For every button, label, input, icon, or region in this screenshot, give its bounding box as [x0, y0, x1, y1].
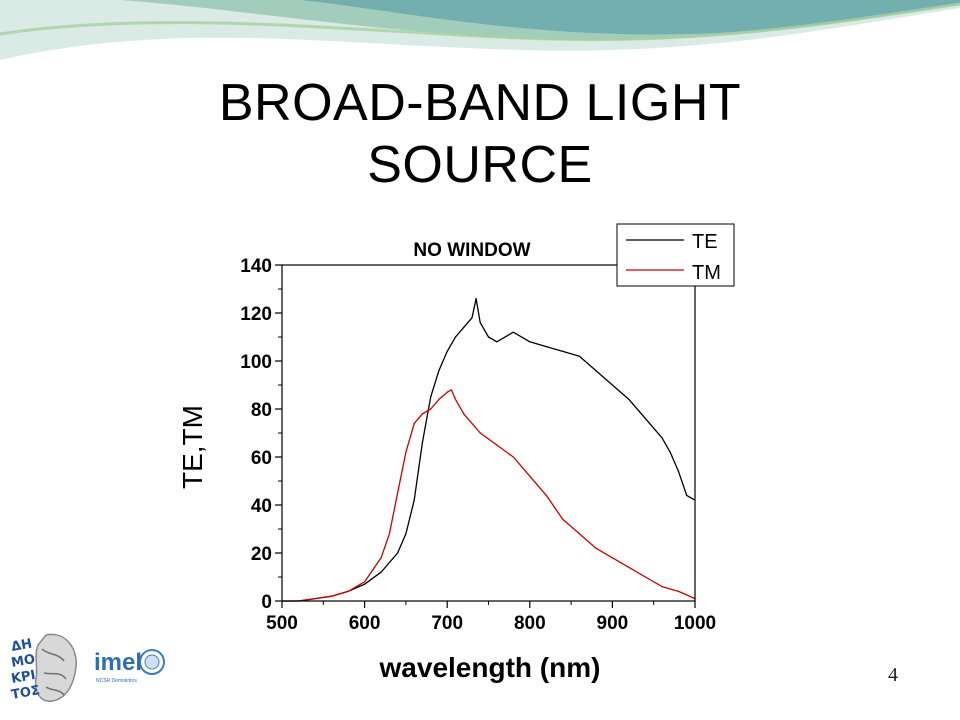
data-point-te [644, 418, 647, 420]
data-point-tm [347, 590, 349, 593]
data-point-te [471, 317, 473, 319]
data-point-tm [562, 518, 564, 521]
data-point-te [562, 350, 564, 352]
title-line-1: BROAD-BAND LIGHT [218, 74, 742, 132]
legend-te-label: TE [692, 231, 718, 253]
data-point-te [430, 396, 432, 398]
y-tick-label: 20 [251, 544, 272, 565]
data-point-tm [628, 566, 630, 569]
svg-text:ΜΟ: ΜΟ [10, 652, 36, 671]
data-point-tm [512, 456, 514, 458]
chart-title: NO WINDOW [413, 240, 530, 261]
data-point-tm [496, 444, 498, 446]
svg-text:imel: imel [94, 649, 142, 676]
data-point-tm [545, 494, 547, 496]
y-tick-label: 40 [251, 496, 272, 517]
data-point-te [479, 322, 481, 324]
data-point-te [405, 533, 407, 535]
data-point-te [380, 571, 382, 573]
data-point-te [669, 451, 671, 453]
data-point-tm [446, 391, 448, 393]
data-point-tm [364, 581, 366, 583]
title-line-2: SOURCE [367, 136, 593, 194]
data-point-te [421, 442, 423, 444]
data-point-te [595, 370, 597, 372]
data-point-tm [388, 533, 390, 535]
svg-text:ΤΟΣ: ΤΟΣ [10, 683, 41, 703]
data-point-tm [331, 595, 333, 597]
demokritos-logo-graphic: ΔΗ ΜΟ ΚΡΙ ΤΟΣ [6, 625, 82, 705]
data-point-te [413, 499, 415, 501]
data-point-tm [479, 432, 481, 434]
data-point-tm [397, 492, 399, 494]
data-point-te [529, 341, 531, 343]
data-point-tm [438, 398, 440, 400]
data-point-te [686, 494, 688, 496]
data-point-tm [454, 398, 457, 400]
data-point-te [463, 326, 465, 328]
data-point-tm [595, 547, 597, 549]
imel-logo-graphic: imel NCSR Demokritos [94, 649, 165, 684]
legend-tm-label: TM [692, 262, 721, 284]
svg-text:ΔΗ: ΔΗ [10, 637, 33, 655]
data-point-te [487, 336, 490, 338]
data-point-tm [380, 557, 382, 559]
data-point-tm [413, 422, 415, 424]
x-axis-label: wavelength (nm) [379, 652, 601, 683]
data-point-tm [677, 590, 680, 593]
legend-box [616, 223, 735, 287]
x-tick-label: 500 [266, 613, 298, 634]
x-tick-label: 900 [597, 613, 629, 634]
data-point-te [545, 346, 547, 348]
data-point-te [578, 355, 581, 357]
plot-frame [281, 264, 696, 602]
y-tick-label: 60 [251, 448, 272, 469]
data-point-tm [644, 576, 647, 578]
data-point-te [475, 298, 477, 300]
slide-title: BROAD-BAND LIGHT SOURCE [0, 72, 960, 196]
data-point-te [397, 552, 399, 554]
data-point-te [438, 370, 440, 372]
y-tick-label: 0 [261, 592, 272, 613]
data-point-te [446, 350, 448, 352]
data-point-te [611, 384, 614, 386]
page-number: 4 [888, 664, 898, 686]
y-tick-label: 100 [240, 352, 272, 373]
data-point-te [661, 437, 663, 439]
series-line-te [282, 297, 696, 602]
data-point-tm [430, 408, 432, 410]
data-point-te [496, 341, 498, 343]
data-point-tm [661, 586, 663, 588]
svg-text:ΚΡΙ: ΚΡΙ [10, 668, 37, 687]
x-tick-label: 800 [514, 613, 546, 634]
x-tick-label: 700 [431, 613, 463, 634]
data-point-tm [463, 413, 465, 415]
data-point-te [512, 331, 514, 333]
data-point-tm [314, 598, 316, 600]
data-point-tm [405, 451, 407, 453]
data-point-tm [421, 413, 423, 415]
x-tick-label: 600 [349, 613, 381, 634]
svg-text:NCSR Demokritos: NCSR Demokritos [96, 678, 137, 684]
data-point-te [454, 336, 457, 338]
data-point-te [364, 583, 366, 585]
demokritos-logo: ΔΗ ΜΟ ΚΡΙ ΤΟΣ [6, 625, 82, 705]
y-axis-label: TE,TM [177, 405, 208, 489]
y-tick-label: 80 [251, 400, 272, 421]
y-tick-label: 120 [240, 304, 272, 325]
imel-logo: imel NCSR Demokritos [94, 642, 166, 688]
data-point-tm [450, 389, 452, 391]
data-point-te [628, 398, 630, 400]
data-point-tm [611, 557, 614, 559]
y-tick-label: 140 [240, 256, 272, 277]
data-point-te [677, 470, 680, 472]
data-point-tm [529, 475, 531, 477]
series-line-tm [282, 389, 696, 602]
legend: TE TM [616, 223, 735, 287]
x-tick-label: 1000 [674, 613, 716, 634]
data-point-tm [578, 533, 581, 535]
